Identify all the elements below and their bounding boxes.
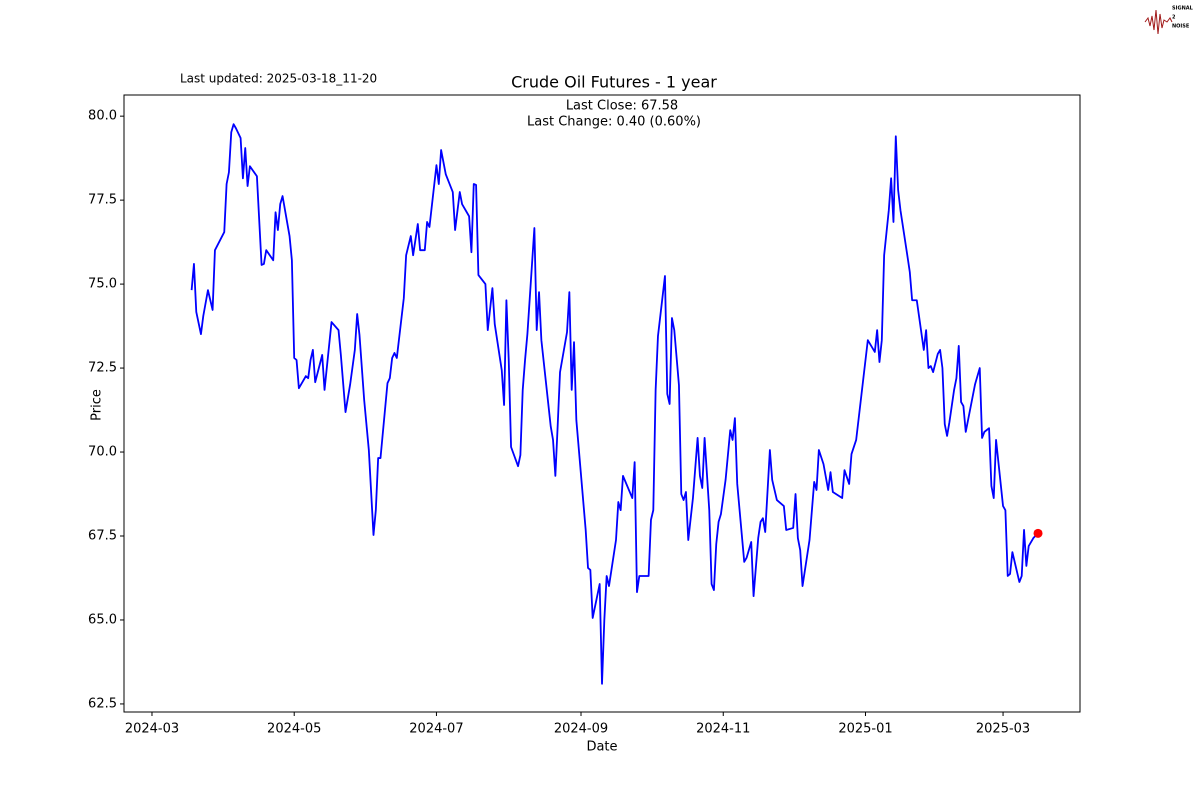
x-tick-label: 2024-09	[554, 722, 608, 737]
y-tick-label: 65.0	[88, 612, 117, 627]
x-axis-label: Date	[586, 740, 617, 755]
y-axis-label: Price	[90, 389, 105, 421]
y-tick-label: 67.5	[88, 529, 117, 544]
x-tick-label: 2024-11	[696, 722, 750, 737]
logo: SIGNAL 2 NOISE	[1144, 6, 1194, 35]
x-tick-label: 2025-03	[976, 722, 1030, 737]
y-tick-label: 75.0	[88, 277, 117, 292]
y-tick-label: 77.5	[88, 193, 117, 208]
x-tick-label: 2024-07	[409, 722, 463, 737]
chart-title: Crude Oil Futures - 1 year	[511, 73, 717, 92]
logo-wave	[1144, 9, 1173, 35]
last-change: Last Change: 0.40 (0.60%)	[527, 115, 701, 130]
x-tick-label: 2024-03	[125, 722, 179, 737]
logo-text: SIGNAL	[1172, 6, 1194, 12]
y-tick-label: 72.5	[88, 361, 117, 376]
plot-frame	[123, 94, 1081, 713]
x-tick-label: 2025-01	[838, 722, 892, 737]
y-tick-label: 62.5	[88, 696, 117, 711]
price-line	[190, 123, 1039, 685]
logo-text: 2	[1172, 15, 1176, 21]
y-tick-label: 80.0	[88, 109, 117, 124]
y-tick-label: 70.0	[88, 445, 117, 460]
last-point	[1033, 528, 1043, 538]
last-close: Last Close: 67.58	[566, 99, 678, 114]
logo-text: NOISE	[1172, 24, 1190, 30]
x-tick-label: 2024-05	[267, 722, 321, 737]
last-updated: Last updated: 2025-03-18_11-20	[180, 72, 377, 86]
